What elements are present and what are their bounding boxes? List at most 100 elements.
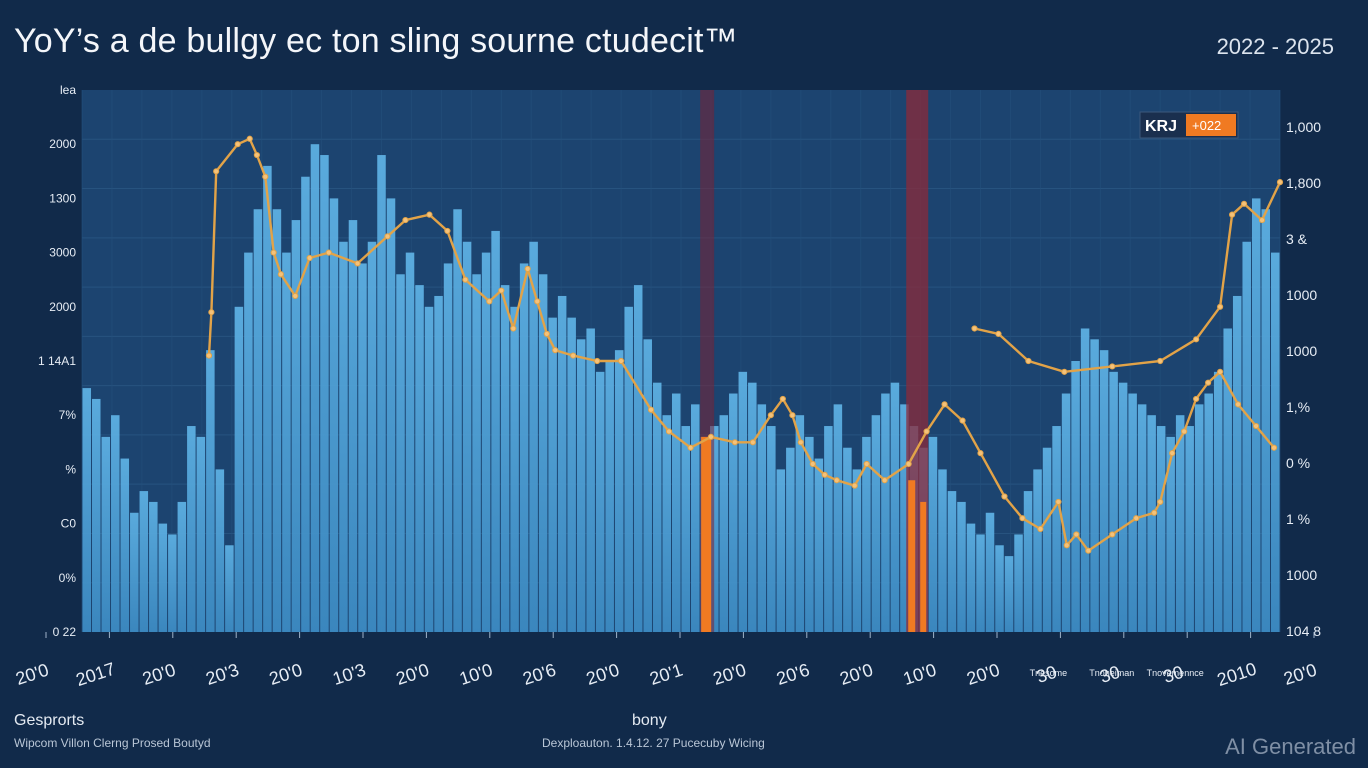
bar [605, 361, 614, 632]
legend: KRJ +022 [1139, 111, 1239, 139]
line-series-main-point [552, 347, 559, 354]
line-series-main-point [594, 357, 601, 365]
bar-series [82, 144, 1280, 633]
line-series-main-point [731, 439, 739, 446]
line-series-main-point [905, 460, 912, 468]
line-series-main-point [354, 260, 361, 267]
bar [282, 252, 291, 632]
bar [976, 534, 985, 632]
bar [995, 545, 1004, 632]
bar [1033, 469, 1042, 632]
bar [1175, 415, 1185, 632]
bar [1052, 426, 1061, 632]
y-left-tick-label: 1 14A1 [38, 354, 76, 368]
bar [557, 295, 567, 632]
x-tick-label: 20'0 [837, 660, 875, 689]
line-series-main-point [789, 412, 796, 419]
bar [443, 263, 453, 632]
line-series-main-point [270, 249, 277, 256]
y-right-tick-label: 1,% [1286, 399, 1310, 415]
line-series-secondary-point [1258, 216, 1266, 224]
line-series-main-point [881, 477, 888, 484]
line-series-main-point [1234, 401, 1242, 408]
bar [1261, 209, 1270, 633]
bar [215, 469, 225, 632]
line-series-main-point [1109, 531, 1116, 538]
y-right-tick-label: 1000 [1286, 343, 1317, 359]
bar [1204, 393, 1213, 632]
bar [481, 252, 491, 632]
line-series-main-point [941, 401, 948, 408]
date-range-label: 2022 - 2025 [1216, 34, 1334, 59]
y-left-tick-label: lea [60, 83, 76, 97]
highlight-bands [700, 90, 929, 632]
bar [890, 382, 900, 632]
bar [92, 398, 101, 632]
y-left-tick-label: 0 22 [53, 625, 77, 639]
bar [1023, 491, 1033, 632]
bar [244, 252, 253, 632]
bar [272, 209, 282, 633]
line-series-secondary-point [1276, 179, 1284, 186]
footer-mid-title: bony [632, 712, 667, 729]
line-series-secondary [974, 181, 1282, 373]
bar [339, 241, 348, 632]
bar [671, 393, 681, 632]
bar [320, 155, 329, 633]
bar [576, 339, 586, 632]
bar [719, 415, 729, 632]
footer-left-title: Gesprorts [14, 712, 85, 729]
y-right-tick-label: 0 % [1286, 455, 1310, 471]
chart-title: YoY’s a de bullgy ec ton sling sourne ct… [14, 22, 738, 60]
x-tick-label: 20'0 [13, 660, 51, 689]
bar [424, 306, 434, 632]
bar [938, 469, 947, 632]
bar [862, 436, 871, 632]
highlight-band-orange [920, 501, 927, 632]
x-tick-label: 20'0 [1281, 660, 1319, 689]
bar [358, 263, 367, 632]
bar [710, 426, 719, 632]
line-series-main-point [863, 460, 870, 468]
legend-badge [1186, 114, 1236, 136]
bar [386, 198, 396, 632]
line-series-main [207, 137, 1275, 552]
x-tick-label: 20'0 [394, 660, 432, 689]
line-series [205, 135, 1284, 554]
line-series-main-point [524, 265, 531, 272]
y-right-tick-label: 104 8 [1286, 623, 1321, 639]
bar [824, 426, 833, 632]
x-tick-label: 20'0 [140, 660, 178, 689]
bar [1194, 404, 1204, 632]
line-series-main-point [234, 141, 241, 148]
bar [1099, 350, 1109, 632]
line-series-main-point [1085, 547, 1092, 554]
x-tick-label: 20'0 [584, 660, 622, 689]
bar [1061, 393, 1071, 632]
x-tick-label: 20'3 [203, 660, 241, 689]
bar [1223, 328, 1232, 632]
bar [843, 447, 852, 632]
bar [1185, 426, 1194, 632]
bar [434, 295, 443, 632]
x-tick-sublabel: Tnesome [1030, 668, 1068, 678]
bar [348, 220, 358, 632]
bar [462, 241, 472, 632]
line-series-main-point [851, 482, 858, 489]
line-series-main-point [1217, 368, 1224, 375]
y-right-tick-label: 1,000 [1286, 119, 1321, 135]
y-left-tick-label: 2000 [49, 137, 76, 151]
bar [776, 469, 786, 632]
y-left-tick-label: C0 [61, 517, 77, 531]
bar [947, 491, 957, 632]
x-tick-sublabel: Tnoneiman [1089, 668, 1134, 678]
bar [786, 447, 795, 632]
bar [691, 404, 700, 632]
line-series-main-point [977, 450, 984, 457]
line-series-main-point [292, 292, 299, 300]
bar [624, 306, 633, 632]
bar [795, 415, 805, 632]
bar [852, 469, 862, 632]
x-tick-label: 20'6 [520, 660, 558, 689]
line-series-main-point [534, 298, 541, 305]
